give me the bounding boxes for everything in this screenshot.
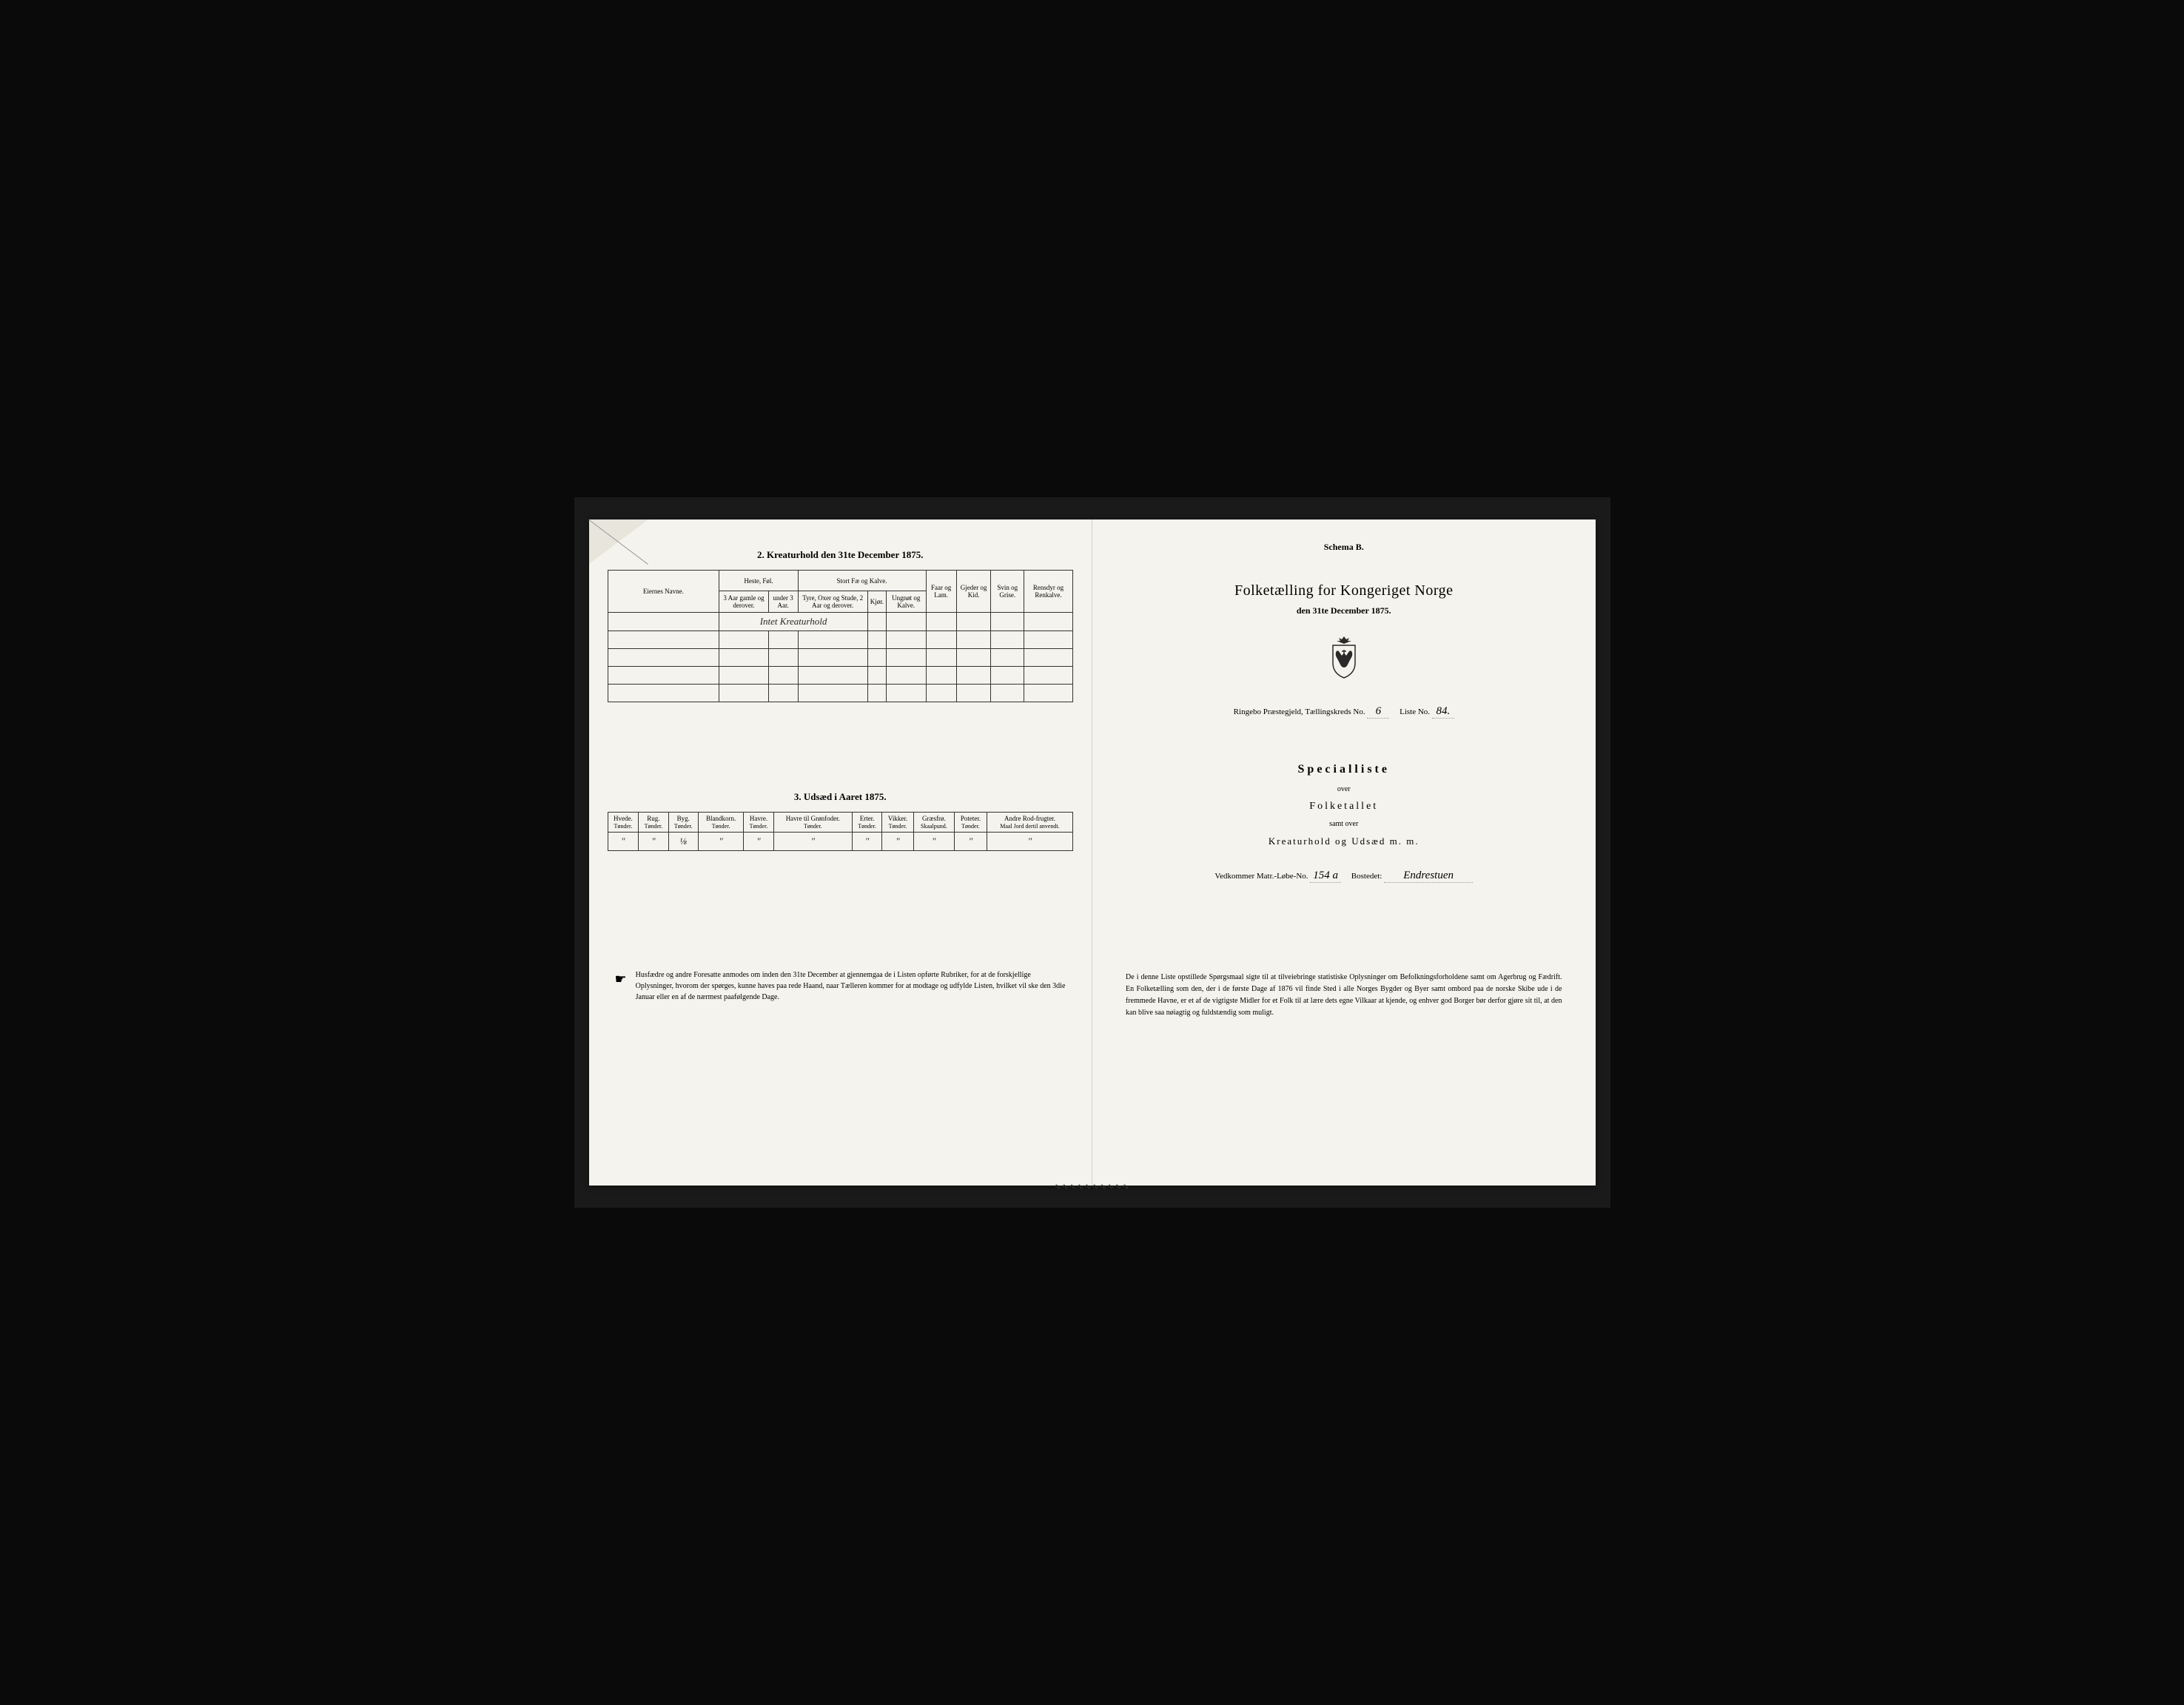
left-page: 2. Kreaturhold den 31te December 1875. E… — [589, 519, 1093, 1186]
seed-col: Andre Rod-frugter.Maal Jord dertil anven… — [987, 813, 1072, 833]
grp-horses: Heste, Føl. — [719, 571, 798, 591]
scan-frame: 2. Kreaturhold den 31te December 1875. E… — [574, 497, 1610, 1208]
table-row — [608, 685, 1073, 702]
over-label: over — [1111, 785, 1577, 793]
liste-label: Liste No. — [1400, 707, 1430, 716]
col-h2: under 3 Aar. — [768, 591, 798, 613]
col-h1: 3 Aar gamle og derover. — [719, 591, 768, 613]
seed-col: Hvede.Tønder. — [608, 813, 639, 833]
col-goats: Gjeder og Kid. — [956, 571, 991, 613]
seed-data-row: " " ⅛ " " " " " " " " — [608, 833, 1073, 851]
table-row: Intet Kreaturhold — [608, 613, 1073, 631]
district-line: Ringebo Præstegjeld, Tællingskreds No. 6… — [1111, 705, 1577, 719]
main-title: Folketælling for Kongeriget Norge — [1111, 582, 1577, 599]
seed-col: Vikker.Tønder. — [882, 813, 913, 833]
coat-of-arms-icon — [1111, 635, 1577, 683]
pointing-hand-icon: ☛ — [615, 969, 627, 1003]
col-s3: Ungnøt og Kalve. — [887, 591, 927, 613]
col-s2: Kjør. — [867, 591, 886, 613]
right-page: Schema B. Folketælling for Kongeriget No… — [1092, 519, 1596, 1186]
kreatur-line: Kreaturhold og Udsæd m. m. — [1111, 835, 1577, 847]
col-pigs: Svin og Grise. — [991, 571, 1024, 613]
col-owner: Eiernes Navne. — [608, 571, 719, 613]
section2-title: 2. Kreaturhold den 31te December 1875. — [608, 549, 1074, 561]
table-row — [608, 649, 1073, 667]
handwritten-entry: Intet Kreaturhold — [719, 613, 867, 631]
folketallet: Folketallet — [1111, 801, 1577, 813]
vedkommer-label: Vedkommer Matr.-Løbe-No. — [1214, 872, 1308, 881]
specialliste-title: Specialliste — [1111, 763, 1577, 776]
seed-col: Havre til Grønfoder.Tønder. — [773, 813, 852, 833]
seed-col: Havre.Tønder. — [744, 813, 773, 833]
seed-col: Byg.Tønder. — [668, 813, 698, 833]
left-footnote: ☛ Husfædre og andre Foresatte anmodes om… — [608, 969, 1074, 1003]
matr-no: 154 a — [1310, 870, 1341, 883]
schema-label: Schema B. — [1111, 542, 1577, 553]
livestock-table: Eiernes Navne. Heste, Føl. Stort Fæ og K… — [608, 570, 1074, 702]
right-footnote: De i denne Liste opstillede Spørgsmaal s… — [1111, 972, 1577, 1019]
seed-col: Rug.Tønder. — [639, 813, 668, 833]
district-no: 6 — [1367, 705, 1389, 719]
table-row — [608, 667, 1073, 685]
subtitle: den 31te December 1875. — [1111, 605, 1577, 616]
census-document: 2. Kreaturhold den 31te December 1875. E… — [589, 519, 1596, 1186]
vedkommer-line: Vedkommer Matr.-Løbe-No. 154 a Bostedet:… — [1111, 870, 1577, 883]
seed-table: Hvede.Tønder. Rug.Tønder. Byg.Tønder. Bl… — [608, 812, 1074, 851]
liste-no: 84. — [1432, 705, 1454, 719]
seed-col: Græsfrø.Skaalpund. — [913, 813, 954, 833]
samt-label: samt over — [1111, 820, 1577, 828]
grp-cattle: Stort Fæ og Kalve. — [798, 571, 926, 591]
bostedet: Endrestuen — [1384, 870, 1473, 883]
col-s1: Tyre, Oxer og Stude, 2 Aar og derover. — [798, 591, 867, 613]
footnote-text: Husfædre og andre Foresatte anmodes om i… — [636, 969, 1066, 1003]
seed-col: Erter.Tønder. — [852, 813, 881, 833]
col-reindeer: Rensdyr og Renkalve. — [1024, 571, 1072, 613]
section3-title: 3. Udsæd i Aaret 1875. — [608, 791, 1074, 803]
seed-col: Blandkorn.Tønder. — [698, 813, 743, 833]
seed-header-row: Hvede.Tønder. Rug.Tønder. Byg.Tønder. Bl… — [608, 813, 1073, 833]
binding-mark: ∿∿∿∿∿∿∿∿∿∿ — [1054, 1182, 1129, 1191]
district-prefix: Ringebo Præstegjeld, Tællingskreds No. — [1234, 707, 1365, 716]
bostedet-label: Bostedet: — [1351, 872, 1382, 881]
seed-col: Poteter.Tønder. — [955, 813, 987, 833]
table-row — [608, 631, 1073, 649]
col-sheep: Faar og Lam. — [926, 571, 956, 613]
